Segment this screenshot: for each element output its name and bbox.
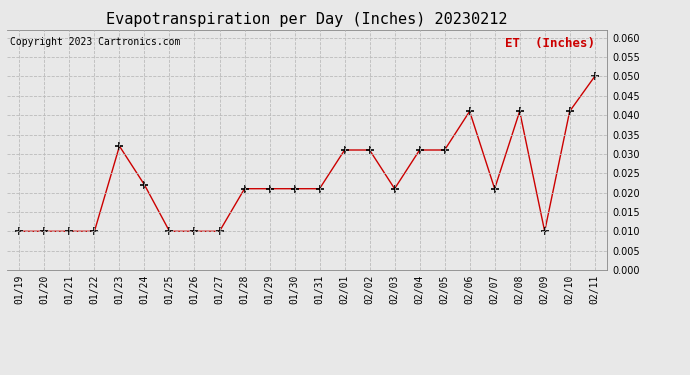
Text: Copyright 2023 Cartronics.com: Copyright 2023 Cartronics.com: [10, 37, 180, 47]
Text: ET  (Inches): ET (Inches): [505, 37, 595, 50]
Title: Evapotranspiration per Day (Inches) 20230212: Evapotranspiration per Day (Inches) 2023…: [106, 12, 508, 27]
